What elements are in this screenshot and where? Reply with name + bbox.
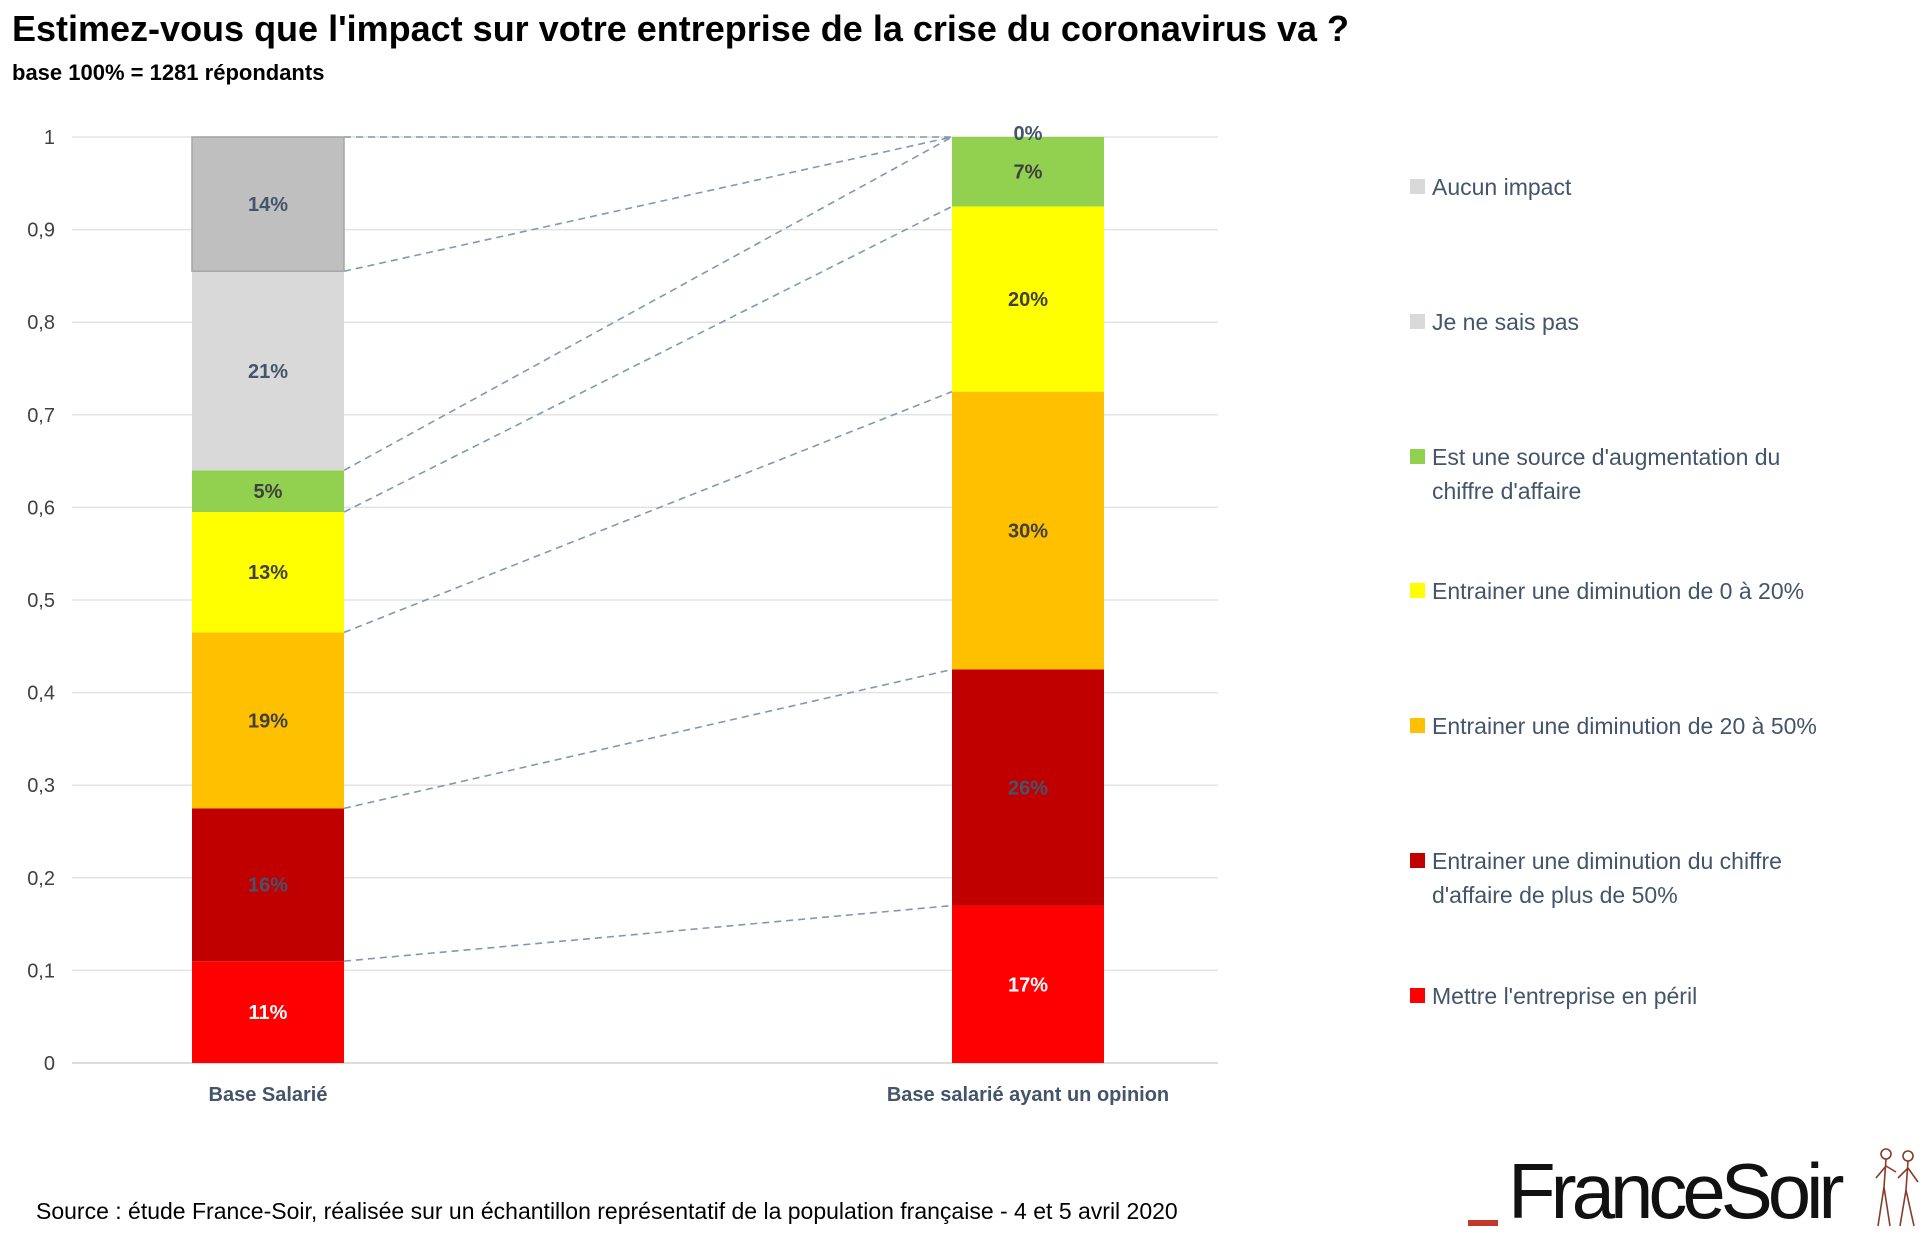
data-label: 19% [248,710,288,732]
bar-segment [192,271,344,471]
connector-line [343,668,953,810]
data-label: 30% [1008,521,1048,543]
bar-segment [192,632,344,809]
legend: Aucun impact Je ne sais pas Est une source… [1410,174,1817,1009]
bar-segment [952,206,1104,392]
connector-line [343,904,953,962]
legend-swatch [1410,583,1425,598]
data-label: 7% [1014,162,1043,184]
logo-text: FranceSoir [1508,1147,1844,1235]
x-category-label: Base Salarié [209,1084,328,1106]
bar-segment [192,808,344,962]
legend-swatch [1410,449,1425,464]
legend-label: Est une source d'augmentation du [1432,444,1780,470]
data-label: 21% [248,361,288,383]
bar-segment [952,905,1104,1063]
logo-figures-icon [1875,1148,1919,1227]
legend-swatch [1410,179,1425,194]
legend-label: Entrainer une diminution de 0 à 20% [1432,578,1804,604]
y-tick-label: 0,4 [27,683,55,705]
data-label: 14% [248,194,288,216]
y-tick-label: 0,6 [27,497,55,519]
legend-swatch [1410,314,1425,329]
y-tick-label: 0,1 [27,960,55,982]
y-tick-label: 0,5 [27,590,55,612]
bars [191,136,1104,1063]
y-tick-label: 0 [44,1053,55,1075]
bar-segment [952,137,1104,207]
legend-label: d'affaire de plus de 50% [1432,882,1678,908]
legend-label: Je ne sais pas [1432,309,1579,335]
legend-label: chiffre d'affaire [1432,478,1581,504]
connector-line [343,390,953,634]
bar-segment [952,669,1104,906]
data-label: 5% [254,481,283,503]
legend-label: Mettre l'entreprise en péril [1432,983,1697,1009]
data-label: 26% [1008,778,1048,800]
legend-swatch [1410,853,1425,868]
legend-swatch [1410,988,1425,1003]
bar-segment [952,391,1104,670]
data-label: 11% [249,1002,288,1024]
legend-label: Entrainer une diminution du chiffre [1432,848,1782,874]
page-subtitle: base 100% = 1281 répondants [12,60,325,85]
bar-segment [192,512,344,633]
data-label: 13% [248,562,288,584]
legend-swatch [1410,718,1425,733]
y-tick-label: 1 [44,127,55,149]
page-title: Estimez-vous que l'impact sur votre entr… [12,8,1350,49]
y-tick-label: 0,2 [27,868,55,890]
connector-line [343,136,953,472]
data-labels: 11% 16% 19% 13% 5% 21% 14% 17% 26% 30% 20% 7% 0% [248,123,1048,1024]
bar-segment [192,961,344,1063]
connector-lines [343,136,953,962]
bar-segment [191,136,345,273]
y-tick-label: 0,7 [27,405,55,427]
connector-line [343,136,953,273]
data-label: 16% [248,875,288,897]
y-tick-label: 0,9 [27,220,55,242]
francesoir-logo: FranceSoir [1468,1142,1924,1235]
axes: 0 0,1 0,2 0,3 0,4 0,5 0,6 0,7 0,8 0,9 1 Base Salari… [27,127,1169,1106]
data-label: 20% [1008,289,1048,311]
stacked-bar-chart: 11% 16% 19% 13% 5% 21% 14% 17% 26% 30% 20% 7% 0% 0 0,… [27,123,1817,1106]
connector-line [343,205,953,513]
data-label: 0% [1014,123,1043,145]
source-note: Source : étude France-Soir, réalisée sur… [36,1198,1178,1224]
legend-label: Aucun impact [1432,174,1572,200]
data-label: 17% [1008,974,1048,996]
logo-underline [1468,1220,1498,1226]
bar-segment [192,470,344,513]
y-tick-label: 0,3 [27,775,55,797]
x-category-label: Base salarié ayant un opinion [887,1084,1169,1106]
y-tick-label: 0,8 [27,312,55,334]
legend-label: Entrainer une diminution de 20 à 50% [1432,713,1817,739]
